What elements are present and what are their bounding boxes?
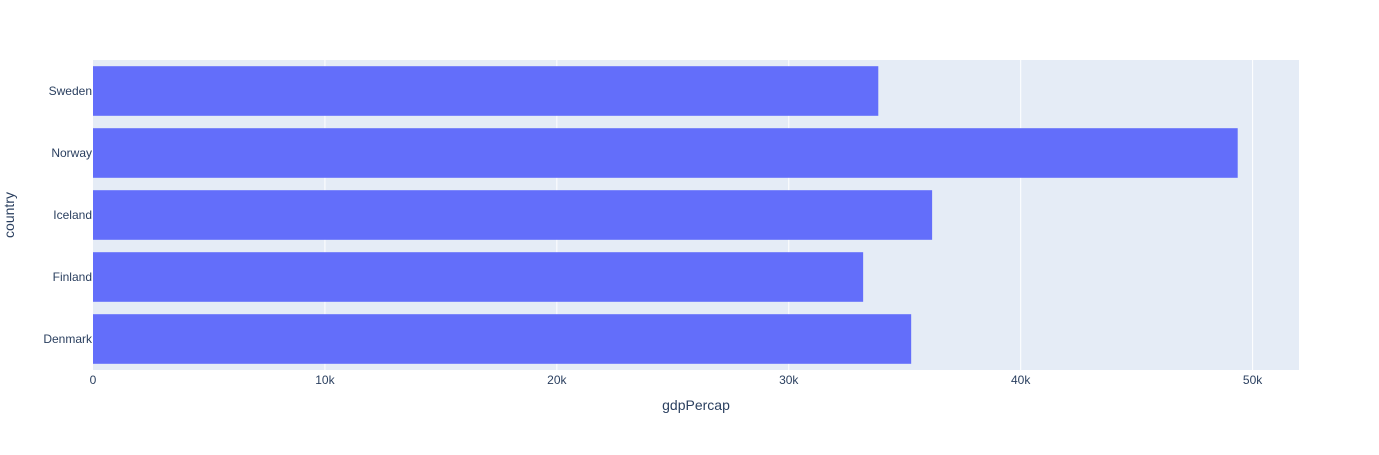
y-axis-title: country bbox=[1, 192, 17, 238]
x-axis-ticks: 0 10k 20k 30k 40k 50k bbox=[90, 373, 1264, 387]
y-tick-label: Iceland bbox=[53, 208, 92, 222]
x-tick-label: 30k bbox=[779, 373, 799, 387]
bars bbox=[93, 66, 1238, 364]
y-tick-label: Norway bbox=[51, 146, 92, 160]
y-axis-ticks: Denmark Finland Iceland Norway Sweden bbox=[43, 84, 93, 346]
x-tick-label: 20k bbox=[547, 373, 567, 387]
y-tick-label: Sweden bbox=[49, 84, 92, 98]
bar-iceland[interactable] bbox=[93, 190, 933, 240]
y-tick-label: Denmark bbox=[43, 332, 93, 346]
x-tick-label: 50k bbox=[1243, 373, 1263, 387]
bar-norway[interactable] bbox=[93, 128, 1238, 178]
bar-sweden[interactable] bbox=[93, 66, 879, 116]
x-tick-label: 40k bbox=[1011, 373, 1031, 387]
x-tick-label: 0 bbox=[90, 373, 97, 387]
bar-finland[interactable] bbox=[93, 252, 864, 302]
x-axis-title: gdpPercap bbox=[662, 397, 730, 413]
x-tick-label: 10k bbox=[315, 373, 335, 387]
y-tick-label: Finland bbox=[53, 270, 92, 284]
bar-denmark[interactable] bbox=[93, 314, 912, 364]
